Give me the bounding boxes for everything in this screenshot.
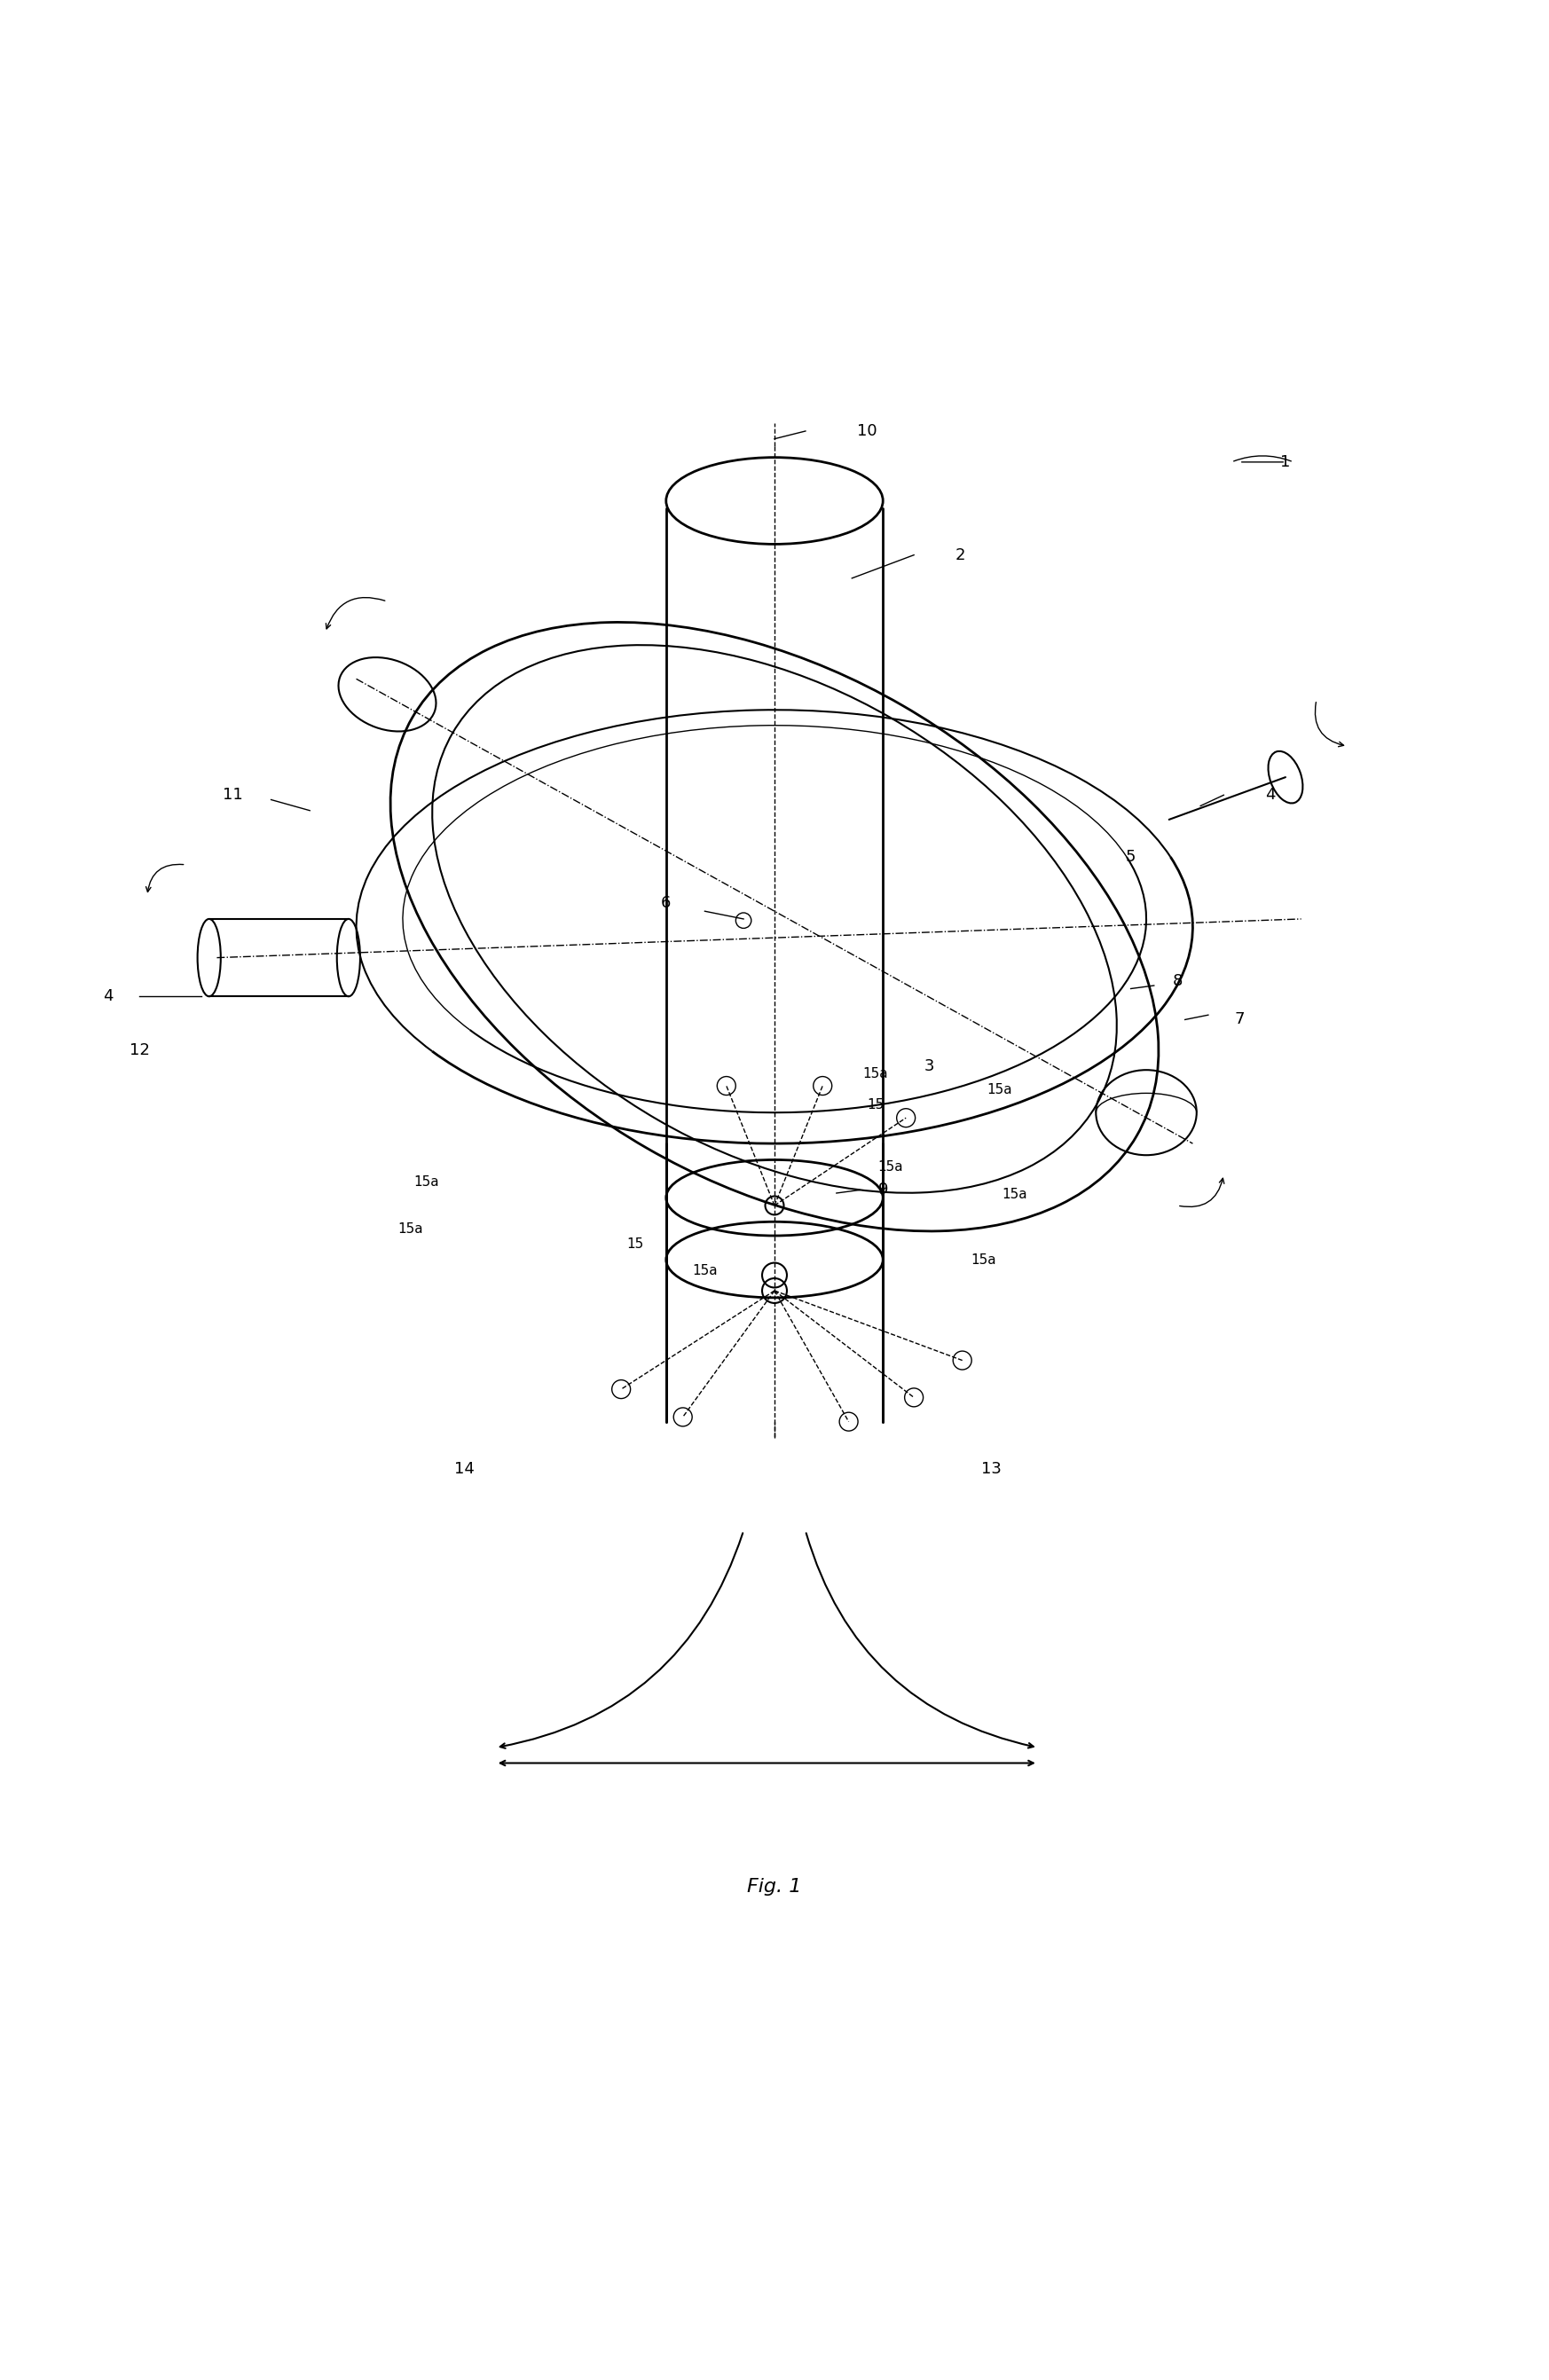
Text: 8: 8 <box>1173 973 1182 990</box>
Text: 6: 6 <box>661 895 671 912</box>
Text: 4: 4 <box>104 988 113 1004</box>
Text: 3: 3 <box>925 1059 934 1073</box>
Text: 14: 14 <box>454 1461 476 1476</box>
Text: 12: 12 <box>129 1042 150 1059</box>
Text: 15a: 15a <box>414 1176 438 1190</box>
Text: 15a: 15a <box>971 1252 996 1266</box>
Text: 15a: 15a <box>398 1221 423 1235</box>
Text: 2: 2 <box>956 547 965 564</box>
Text: 15: 15 <box>626 1238 644 1252</box>
Text: 7: 7 <box>1235 1011 1244 1028</box>
Text: 15a: 15a <box>878 1159 903 1173</box>
Text: 15a: 15a <box>863 1066 888 1081</box>
Text: 5: 5 <box>1126 850 1135 864</box>
Text: 15a: 15a <box>987 1083 1011 1095</box>
Text: 15: 15 <box>866 1097 884 1111</box>
Text: 10: 10 <box>858 424 877 438</box>
Text: 15a: 15a <box>692 1264 717 1278</box>
Text: 4: 4 <box>1266 788 1275 802</box>
Text: 1: 1 <box>1281 455 1290 469</box>
Text: Fig. 1: Fig. 1 <box>747 1878 802 1897</box>
Text: 11: 11 <box>222 788 243 802</box>
Text: 9: 9 <box>878 1183 888 1197</box>
Text: 13: 13 <box>981 1461 1002 1476</box>
Text: 15a: 15a <box>1002 1188 1027 1202</box>
